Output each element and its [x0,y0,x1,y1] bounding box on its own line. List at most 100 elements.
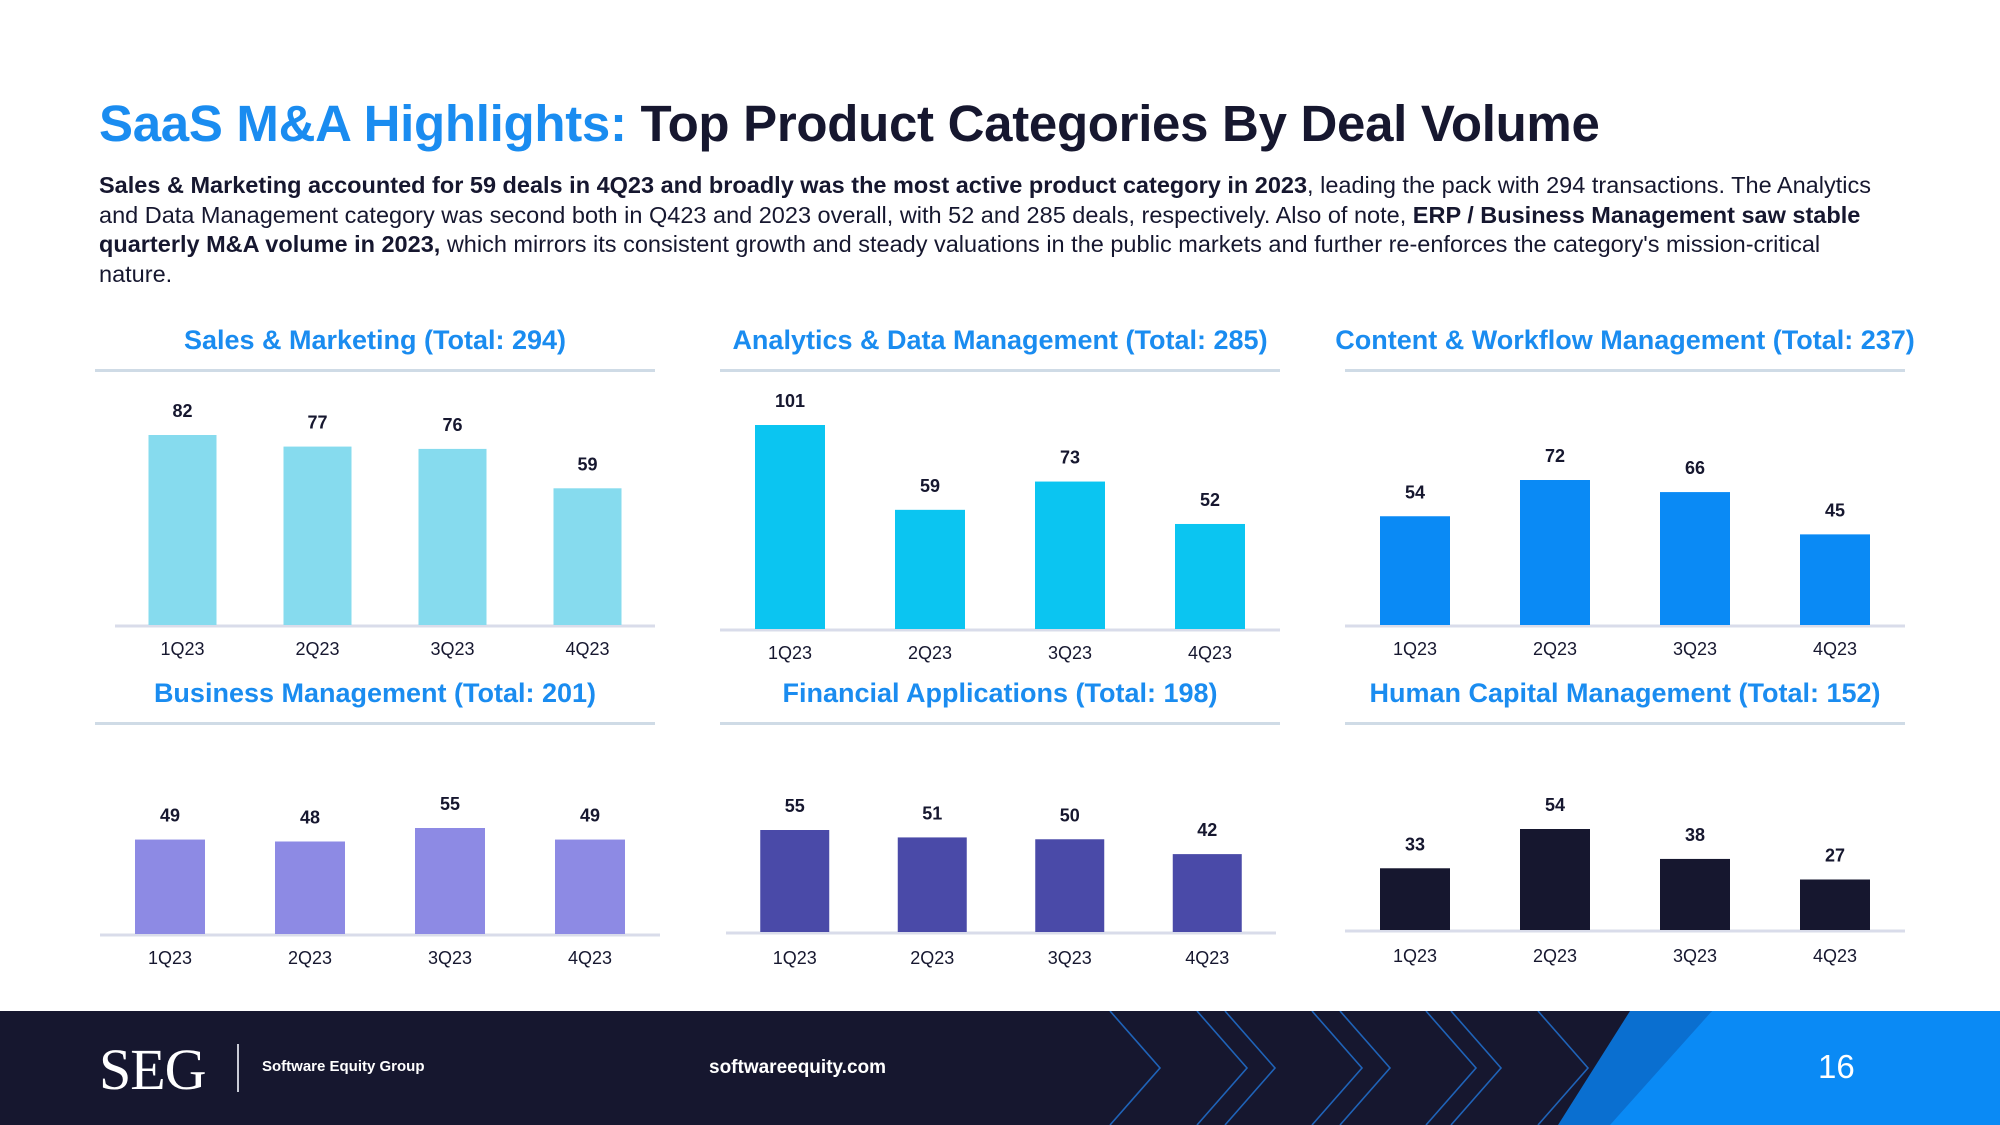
bar-4q23 [1172,854,1242,932]
summary-text-2: which mirrors its consistent growth and … [99,231,1821,287]
bar-chart-svg: 55 1Q23 51 2Q23 50 3Q23 42 4Q23 [726,796,1276,968]
x-tick-label: 1Q23 [773,948,817,968]
bar-1q23 [135,839,205,934]
data-label: 59 [920,476,940,496]
data-label: 73 [1060,448,1080,468]
x-tick-label: 4Q23 [1188,643,1232,663]
bar-2q23 [275,841,345,934]
chart-title-divider [1345,369,1905,372]
bar-1q23 [760,830,830,932]
bar-4q23 [555,839,625,934]
x-tick-label: 3Q23 [1048,948,1092,968]
slide-title-main: Top Product Categories By Deal Volume [640,95,1600,152]
bar-3q23 [415,828,485,934]
data-label: 101 [775,391,805,411]
bar-1q23 [755,425,825,629]
summary-text-1: , leading the pack with 294 transactions… [99,172,1871,228]
x-tick-label: 2Q23 [1533,946,1577,966]
x-tick-label: 4Q23 [1185,948,1229,968]
bar-chart-svg: 101 1Q23 59 2Q23 73 3Q23 52 4Q23 [720,391,1280,663]
website-link[interactable]: softwareequity.com [709,1057,887,1078]
x-tick-label: 1Q23 [1393,946,1437,966]
x-tick-label: 2Q23 [908,643,952,663]
bar-chart-svg: 33 1Q23 54 2Q23 38 3Q23 27 4Q23 [1345,795,1905,966]
bar-3q23 [1035,839,1105,932]
bar-4q23 [1800,534,1870,625]
x-tick-label: 3Q23 [1673,639,1717,659]
bar-1q23 [1380,868,1450,930]
x-tick-label: 2Q23 [910,948,954,968]
x-tick-label: 1Q23 [160,639,204,659]
x-tick-label: 3Q23 [430,639,474,659]
chart-title: Business Management (Total: 201) [153,678,597,708]
x-tick-label: 4Q23 [1813,639,1857,659]
chart-title-divider [95,722,655,725]
bar-4q23 [1800,879,1870,930]
data-label: 54 [1545,795,1565,815]
data-label: 49 [160,806,180,826]
data-label: 54 [1405,482,1425,502]
chart-business-management: Business Management (Total: 201) 49 1Q23 4… [95,678,660,978]
x-tick-label: 4Q23 [568,948,612,968]
chart-title: Analytics & Data Management (Total: 285) [732,325,1268,355]
chart-sales-marketing: Sales & Marketing (Total: 294) 82 1Q23 77 2… [95,325,655,659]
data-label: 76 [442,415,462,435]
x-tick-label: 2Q23 [288,948,332,968]
x-tick-label: 4Q23 [1813,946,1857,966]
x-tick-label: 2Q23 [295,639,339,659]
x-tick-label: 1Q23 [768,643,812,663]
chart-content-workflow-management: Content & Workflow Management (Total: 23… [1335,325,1915,659]
data-label: 59 [577,454,597,474]
x-tick-label: 4Q23 [565,639,609,659]
data-label: 82 [172,401,192,421]
x-tick-label: 1Q23 [148,948,192,968]
page-number: 16 [1818,1048,1855,1085]
data-label: 42 [1197,820,1217,840]
bar-chart-svg: 54 1Q23 72 2Q23 66 3Q23 45 4Q23 [1345,446,1905,659]
data-label: 49 [580,806,600,826]
data-label: 45 [1825,500,1845,520]
data-label: 50 [1060,805,1080,825]
bar-1q23 [148,435,217,625]
bar-chart-svg: 49 1Q23 48 2Q23 55 3Q23 49 4Q23 [100,794,660,968]
bar-2q23 [1520,829,1590,930]
data-label: 72 [1545,446,1565,466]
data-label: 38 [1685,825,1705,845]
company-name: Software Equity Group [262,1058,425,1075]
bar-3q23 [1035,481,1105,629]
data-label: 55 [440,794,460,814]
bar-3q23 [1660,492,1730,625]
bar-3q23 [1660,858,1730,930]
bar-2q23 [1520,480,1590,625]
seg-logo: SEG [99,1037,207,1102]
data-label: 27 [1825,846,1845,866]
x-tick-label: 2Q23 [1533,639,1577,659]
bar-1q23 [1380,516,1450,625]
slide-title: SaaS M&A Highlights: Top Product Categor… [99,94,1600,153]
summary-bold-1: Sales & Marketing accounted for 59 deals… [99,172,1308,198]
data-label: 52 [1200,490,1220,510]
chart-title-divider [720,369,1280,372]
footer-accent-dark-stripe [1558,1011,1712,1125]
chart-title: Financial Applications (Total: 198) [782,678,1218,708]
x-tick-label: 3Q23 [428,948,472,968]
chart-title: Human Capital Management (Total: 152) [1369,678,1881,708]
summary-bold-2: ERP / Business Management saw stable qua… [99,201,1861,258]
bar-2q23 [895,509,965,629]
bar-chart-svg: 82 1Q23 77 2Q23 76 3Q23 59 4Q23 [115,401,655,659]
chart-human-capital-management: Human Capital Management (Total: 152) 33… [1345,678,1905,978]
chart-title-divider [720,722,1280,725]
chevron-pattern-icon [1109,1011,1590,1125]
logo-divider [237,1044,239,1092]
data-label: 33 [1405,834,1425,854]
x-tick-label: 3Q23 [1048,643,1092,663]
data-label: 66 [1685,458,1705,478]
chart-financial-applications: Financial Applications (Total: 198) 55 1Q… [720,678,1280,978]
bar-3q23 [418,448,487,625]
x-tick-label: 3Q23 [1673,946,1717,966]
chart-title: Sales & Marketing (Total: 294) [183,325,567,355]
chart-title-divider [95,369,655,372]
chart-title-divider [1345,722,1905,725]
footer-decoration [1109,1011,2000,1125]
footer-bar: SEG Software Equity Group softwareequity… [0,1011,2000,1125]
